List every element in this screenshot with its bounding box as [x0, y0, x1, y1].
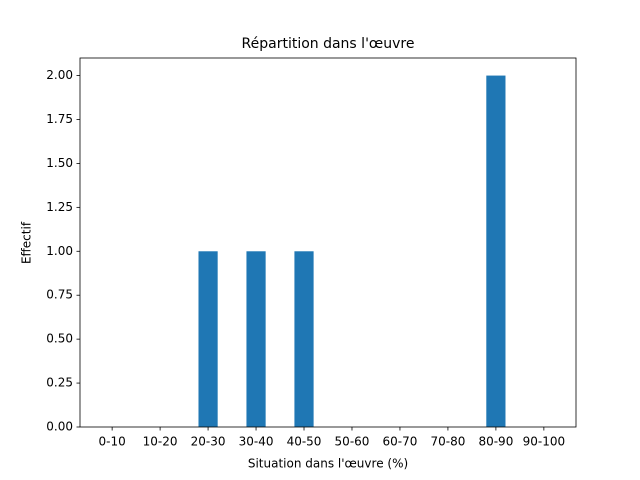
x-tick-label: 30-40: [239, 435, 274, 449]
x-tick-label: 60-70: [383, 435, 418, 449]
x-tick-label: 80-90: [478, 435, 513, 449]
y-axis-label: Effectif: [20, 221, 34, 264]
x-tick-label: 90-100: [523, 435, 566, 449]
bar: [486, 75, 506, 428]
y-tick-label: 0.75: [46, 288, 73, 302]
x-tick-label: 70-80: [430, 435, 465, 449]
bar: [246, 251, 266, 427]
y-tick-label: 0.00: [46, 420, 73, 434]
y-tick-label: 1.50: [46, 156, 73, 170]
y-tick-label: 1.00: [46, 244, 73, 258]
y-tick-label: 1.75: [46, 112, 73, 126]
x-tick-label: 10-20: [143, 435, 178, 449]
y-tick-label: 2.00: [46, 68, 73, 82]
x-tick-label: 50-60: [335, 435, 370, 449]
bar: [198, 251, 218, 427]
y-tick-label: 0.25: [46, 376, 73, 390]
x-tick-label: 0-10: [99, 435, 126, 449]
x-axis-label: Situation dans l'œuvre (%): [248, 457, 408, 471]
bar: [294, 251, 314, 427]
x-tick-label: 20-30: [191, 435, 226, 449]
plot-frame: [79, 57, 577, 428]
x-tick-label: 40-50: [287, 435, 322, 449]
y-tick-label: 0.50: [46, 332, 73, 346]
chart-title: Répartition dans l'œuvre: [242, 36, 415, 52]
y-tick-label: 1.25: [46, 200, 73, 214]
